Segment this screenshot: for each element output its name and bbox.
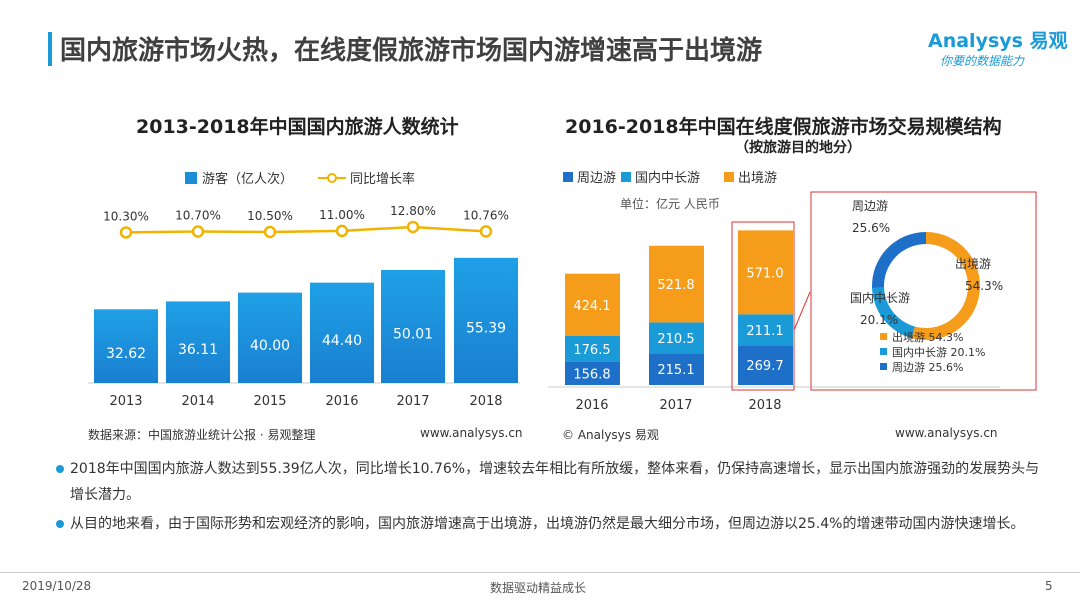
bar-visitors-2018 bbox=[454, 257, 518, 383]
legend-label-0: 周边游 bbox=[577, 171, 616, 186]
x-tick-2014: 2014 bbox=[181, 394, 214, 409]
growth-label-2013: 10.30% bbox=[103, 209, 149, 223]
stacked-bar-2018-0 bbox=[738, 345, 793, 385]
highlight-2018-box bbox=[731, 221, 795, 391]
page-title: 国内旅游市场火热，在线度假旅游市场国内游增速高于出境游 bbox=[60, 36, 763, 66]
growth-point-2014 bbox=[191, 225, 205, 238]
stacked-label-2016-0: 156.8 bbox=[573, 367, 610, 382]
legend-label-growth: 同比增长率 bbox=[350, 171, 415, 187]
donut-slice-0 bbox=[911, 232, 980, 341]
bar-visitors-2016 bbox=[310, 282, 374, 383]
legend-label-2: 出境游 bbox=[738, 171, 777, 186]
title-accent-bar bbox=[48, 32, 52, 66]
chart1-website: www.analysys.cn bbox=[420, 426, 523, 440]
donut-slice-1 bbox=[872, 287, 915, 339]
bar-label-2014: 36.11 bbox=[178, 342, 218, 358]
stacked-bar-2016-1 bbox=[565, 336, 620, 362]
stacked-bar-2018-1 bbox=[738, 314, 793, 346]
legend-swatch-1 bbox=[621, 172, 631, 182]
stacked-bar-2017-2 bbox=[649, 245, 704, 323]
bullet-1: 2018年中国国内旅游人数达到55.39亿人次，同比增长10.76%，增速较去年… bbox=[56, 456, 1050, 508]
x-tick-2017: 2017 bbox=[396, 394, 429, 409]
chart2-source: © Analysys 易观 bbox=[562, 428, 659, 442]
growth-label-2018: 10.76% bbox=[463, 208, 509, 222]
page-number: 5 bbox=[1045, 579, 1053, 593]
bar-label-2013: 32.62 bbox=[106, 346, 146, 362]
donut-legend-0: 出境游 54.3% bbox=[892, 330, 963, 344]
chart1-title: 2013-2018年中国国内旅游人数统计 bbox=[136, 116, 459, 138]
stacked-bar-2016-2 bbox=[565, 273, 620, 337]
bar-visitors-2014 bbox=[166, 301, 230, 383]
stacked-bar-2016-0 bbox=[565, 361, 620, 385]
x-tick-2016: 2016 bbox=[325, 394, 358, 409]
chart2-website: www.analysys.cn bbox=[895, 426, 998, 440]
growth-point-2018 bbox=[479, 225, 493, 238]
donut-name-0: 出境游 bbox=[955, 256, 991, 271]
chart2-title: 2016-2018年中国在线度假旅游市场交易规模结构 bbox=[565, 116, 1002, 138]
stacked-label-2017-2: 521.8 bbox=[657, 278, 694, 293]
stacked-bar-2018-2 bbox=[738, 230, 793, 315]
growth-point-2016 bbox=[335, 224, 349, 238]
stacked-label-2016-2: 424.1 bbox=[573, 299, 610, 314]
growth-label-2017: 12.80% bbox=[390, 204, 436, 218]
growth-label-2014: 10.70% bbox=[175, 209, 221, 223]
bar-visitors-2017 bbox=[381, 269, 445, 383]
bar-visitors-2015 bbox=[238, 292, 302, 383]
chart2-subtitle: （按旅游目的地分） bbox=[735, 140, 861, 156]
bar-label-2015: 40.00 bbox=[250, 338, 290, 354]
growth-point-2013 bbox=[119, 226, 133, 239]
x-tick-2013: 2013 bbox=[109, 394, 142, 409]
legend-swatch-visitors bbox=[185, 172, 197, 184]
connector-arrow bbox=[793, 291, 811, 331]
footer-date: 2019/10/28 bbox=[22, 579, 92, 593]
stacked-label-2018-2: 571.0 bbox=[746, 266, 783, 281]
bar-visitors-2013 bbox=[94, 309, 158, 383]
donut-legend-1: 国内中长游 20.1% bbox=[892, 345, 985, 359]
donut-legend-swatch-0 bbox=[880, 333, 887, 340]
growth-point-2015 bbox=[263, 225, 277, 239]
footer-slogan: 数据驱动精益成长 bbox=[490, 581, 587, 595]
donut-slice-2 bbox=[872, 232, 926, 289]
x-tick-2018: 2018 bbox=[748, 398, 781, 413]
legend-marker-growth bbox=[327, 173, 337, 183]
donut-name-1: 国内中长游 bbox=[850, 290, 910, 305]
stacked-label-2018-0: 269.7 bbox=[746, 359, 783, 374]
stacked-label-2018-1: 211.1 bbox=[746, 324, 783, 339]
legend-swatch-0 bbox=[563, 172, 573, 182]
x-tick-2015: 2015 bbox=[253, 394, 286, 409]
x-tick-2018: 2018 bbox=[469, 394, 502, 409]
growth-label-2015: 10.50% bbox=[247, 209, 293, 223]
stacked-label-2017-0: 215.1 bbox=[657, 363, 694, 378]
bar-label-2018: 55.39 bbox=[466, 320, 506, 336]
donut-pct-0: 54.3% bbox=[965, 279, 1003, 293]
donut-pct-1: 20.1% bbox=[860, 313, 898, 327]
donut-name-2: 周边游 bbox=[852, 199, 888, 213]
x-tick-2017: 2017 bbox=[659, 398, 692, 413]
donut-legend-swatch-2 bbox=[880, 363, 887, 370]
growth-label-2016: 11.00% bbox=[319, 208, 365, 222]
donut-pct-2: 25.6% bbox=[852, 221, 890, 235]
legend-swatch-2 bbox=[724, 172, 734, 182]
logo-tagline: 你要的数据能力 bbox=[940, 54, 1025, 68]
footer-divider bbox=[0, 572, 1080, 573]
stacked-bar-2017-1 bbox=[649, 322, 704, 354]
legend-label-visitors: 游客（亿人次） bbox=[202, 171, 293, 187]
chart1-source: 数据来源：中国旅游业统计公报 · 易观整理 bbox=[88, 428, 316, 442]
bullet-2: 从目的地来看，由于国际形势和宏观经济的影响，国内旅游增速高于出境游，出境游仍然是… bbox=[56, 511, 1050, 537]
stacked-label-2016-1: 176.5 bbox=[573, 343, 610, 358]
donut-legend-swatch-1 bbox=[880, 348, 887, 355]
growth-line bbox=[125, 225, 487, 234]
x-tick-2016: 2016 bbox=[575, 398, 608, 413]
logo: Analysys 易观 bbox=[928, 30, 1068, 52]
stacked-label-2017-1: 210.5 bbox=[657, 332, 694, 347]
donut-legend-2: 周边游 25.6% bbox=[892, 361, 963, 374]
donut-panel bbox=[810, 191, 1037, 391]
bar-label-2016: 44.40 bbox=[322, 333, 362, 349]
bar-label-2017: 50.01 bbox=[393, 326, 433, 342]
growth-point-2017 bbox=[406, 220, 420, 234]
legend-label-1: 国内中长游 bbox=[635, 170, 700, 186]
chart2-unit: 单位：亿元 人民币 bbox=[620, 197, 720, 211]
stacked-bar-2017-0 bbox=[649, 353, 704, 385]
